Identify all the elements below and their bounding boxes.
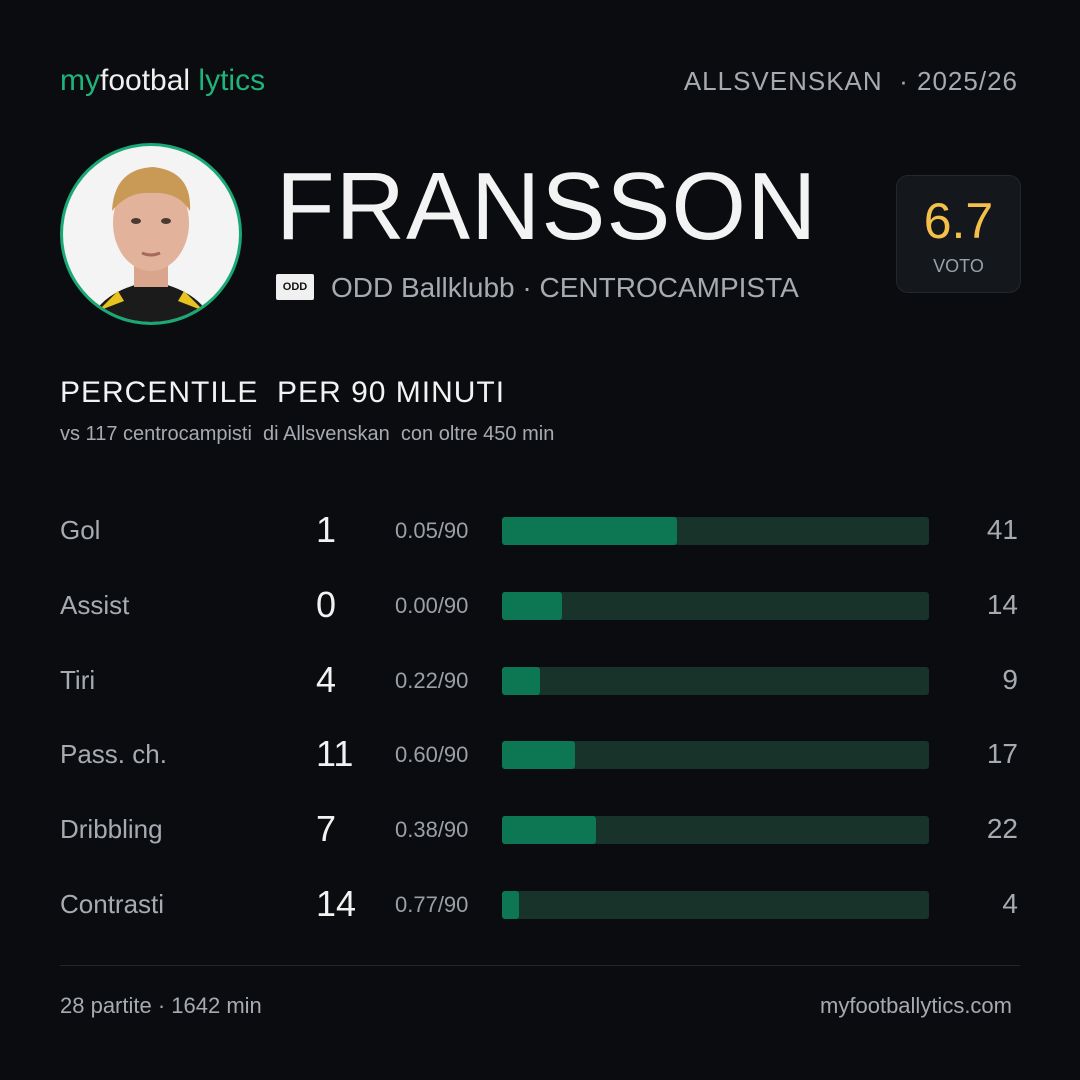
stat-label: Assist: [60, 589, 130, 620]
stat-total: 11: [316, 733, 354, 775]
stat-total: 7: [316, 808, 337, 850]
percentile-bar: [502, 517, 678, 545]
stat-label: Gol: [60, 515, 101, 545]
percentile-bar: [502, 666, 541, 695]
stat-label: Contrasti: [60, 889, 165, 919]
club-role: ODD Ballklubb · CENTROCAMPISTA: [331, 272, 799, 303]
rating-label: VOTO: [933, 256, 984, 276]
stat-label: Dribbling: [60, 814, 163, 845]
club-logo: ODD: [276, 274, 314, 300]
brand-part: lytics: [198, 64, 266, 97]
stat-per90: 0.77/90: [395, 892, 469, 917]
bar-track: [502, 891, 929, 919]
stat-per90: 0.00/90: [395, 592, 469, 618]
bar-track: [502, 666, 929, 695]
stat-label: Tiri: [60, 664, 96, 695]
bar-track: [502, 517, 929, 545]
footer-summary: 28 partite · 1642 min: [60, 993, 262, 1018]
stat-per90: 0.60/90: [395, 742, 469, 768]
stat-percentile: 41: [986, 514, 1018, 545]
competition: ALLSVENSKAN · 2025/26: [683, 66, 1018, 96]
divider: [60, 965, 1020, 966]
stat-percentile: 17: [986, 738, 1018, 770]
section-title: PERCENTILE PER 90 MINUTI: [60, 376, 506, 409]
stat-percentile: 9: [1002, 663, 1018, 695]
bar-track: [502, 741, 929, 770]
percentile-bar: [502, 741, 575, 770]
brand: myfootbal lytics: [60, 64, 265, 98]
percentile-bar: [502, 891, 520, 919]
percentile-bar: [502, 591, 562, 620]
brand-part: footbal: [100, 64, 191, 97]
bar-track: [502, 591, 929, 620]
stat-total: 14: [316, 883, 357, 924]
stat-percentile: 22: [986, 813, 1018, 845]
rating-value: 6.7: [923, 193, 994, 249]
bar-track: [502, 816, 929, 845]
player-photo: [60, 143, 242, 325]
player-name: FRANSSON: [276, 153, 818, 260]
stat-percentile: 4: [1002, 888, 1018, 919]
footer-site: myfootballytics.com: [820, 993, 1012, 1018]
stat-per90: 0.05/90: [395, 518, 469, 543]
percentile-bar: [502, 816, 596, 845]
section-subtitle: vs 117 centrocampisti di Allsvenskan con…: [60, 423, 555, 445]
stat-per90: 0.22/90: [395, 667, 469, 693]
stat-total: 4: [316, 658, 337, 700]
stat-percentile: 14: [986, 588, 1018, 620]
brand-part: my: [60, 64, 100, 97]
stat-per90: 0.38/90: [395, 817, 469, 843]
stat-label: Pass. ch.: [60, 739, 167, 770]
rating-card: 6.7 VOTO: [896, 175, 1021, 293]
stat-total: 1: [316, 509, 337, 550]
stat-total: 0: [316, 583, 337, 625]
